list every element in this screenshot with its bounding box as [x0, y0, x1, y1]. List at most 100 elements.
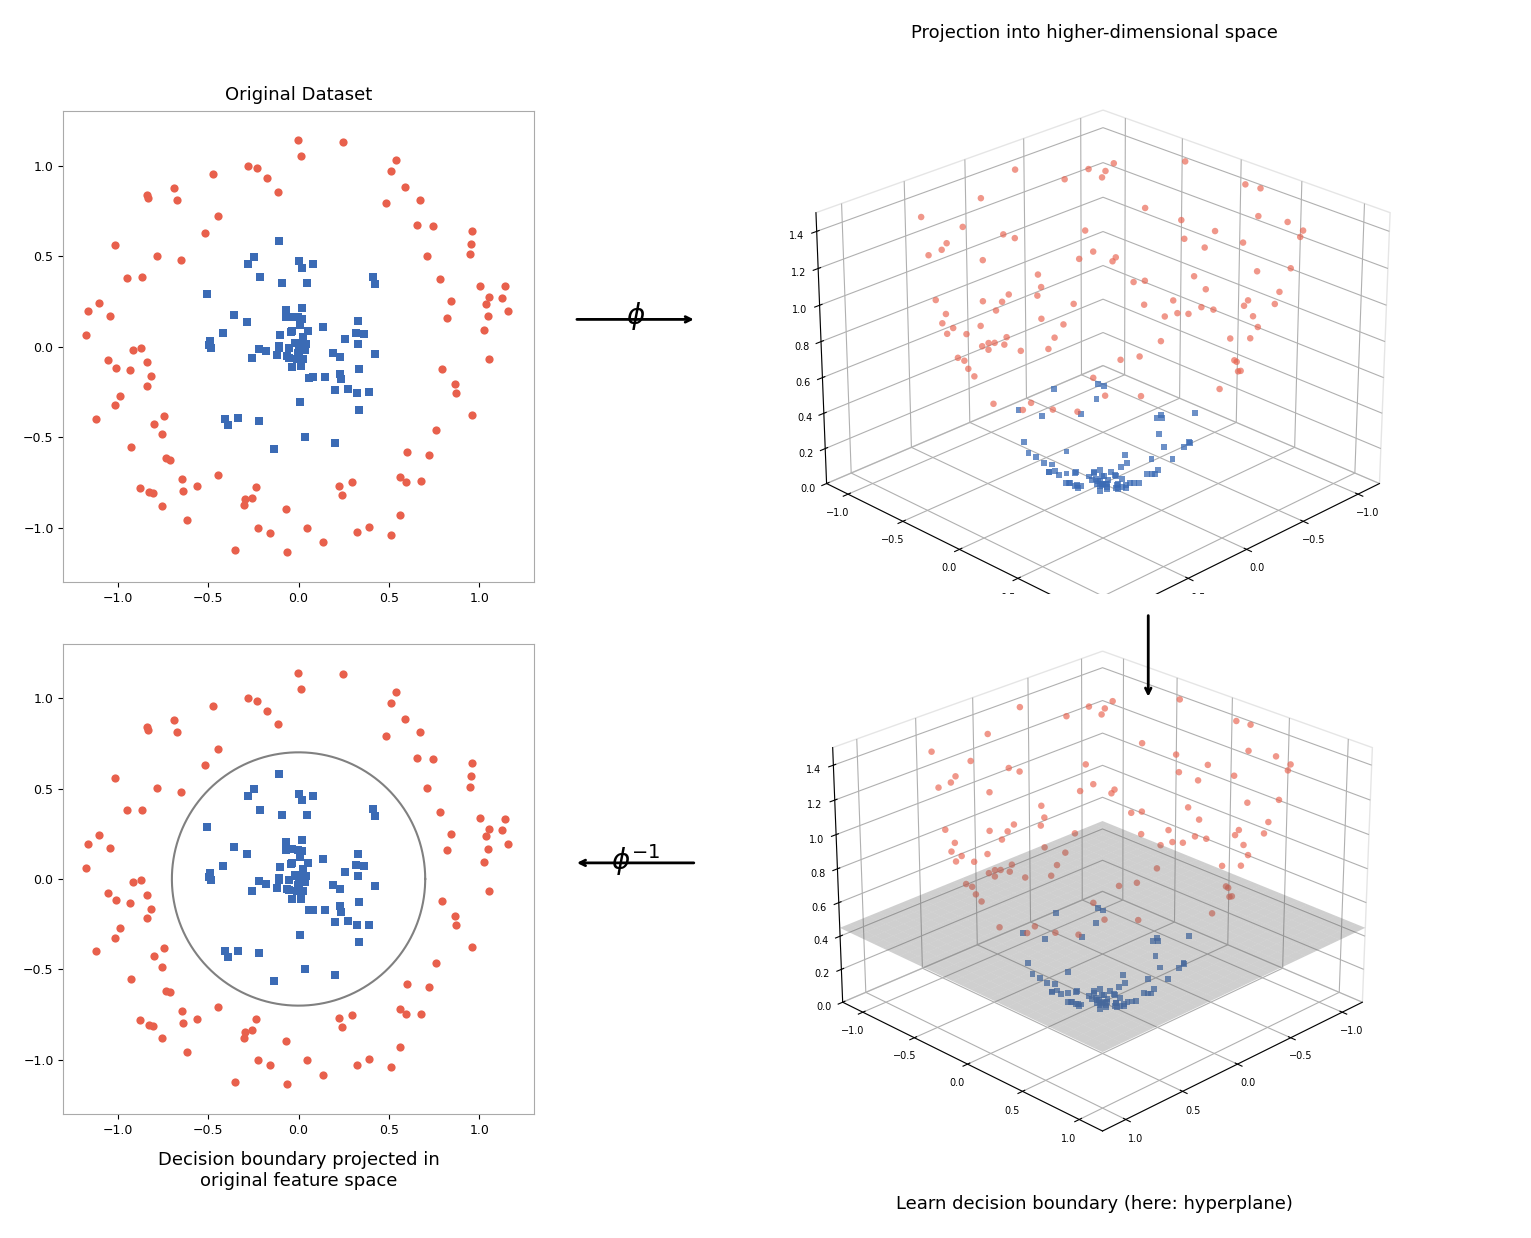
Point: [155, 448, 179, 468]
Point: [285, 875, 309, 895]
Point: [378, 693, 403, 713]
Point: [266, 335, 291, 355]
Point: [467, 276, 491, 296]
Point: [291, 327, 315, 347]
Point: [225, 941, 250, 961]
Point: [193, 755, 217, 775]
Point: [424, 420, 449, 439]
Point: [348, 891, 372, 911]
Point: [265, 878, 289, 898]
Point: [459, 937, 484, 957]
Point: [332, 329, 357, 349]
Point: [421, 217, 446, 236]
Point: [222, 837, 246, 857]
Point: [395, 974, 419, 994]
Point: [201, 696, 225, 716]
Point: [145, 245, 170, 265]
Point: [236, 688, 260, 708]
Point: [459, 220, 484, 240]
Point: [286, 337, 311, 357]
Point: [205, 997, 230, 1016]
Point: [224, 540, 248, 560]
Point: [245, 1050, 269, 1070]
Point: [197, 863, 222, 883]
Point: [286, 869, 311, 889]
Point: [467, 808, 491, 828]
Point: [129, 478, 153, 498]
Point: [231, 495, 256, 515]
Point: [280, 889, 305, 909]
Point: [285, 343, 309, 363]
Point: [393, 1004, 418, 1024]
Point: [387, 999, 412, 1019]
Point: [277, 880, 302, 900]
Point: [378, 161, 403, 181]
Point: [352, 323, 377, 343]
Point: [152, 938, 176, 958]
Point: [329, 369, 354, 389]
Point: [323, 380, 348, 400]
Point: [262, 439, 286, 459]
Point: [236, 312, 260, 332]
Point: [344, 1055, 369, 1075]
Point: [295, 517, 320, 537]
Point: [211, 855, 236, 875]
Point: [458, 777, 482, 797]
Point: [158, 983, 182, 1003]
Point: [248, 267, 273, 287]
Point: [346, 312, 371, 332]
Point: [335, 379, 360, 399]
Point: [357, 517, 381, 537]
Point: [280, 357, 305, 376]
Point: [378, 525, 403, 545]
Point: [475, 826, 499, 846]
Point: [459, 234, 484, 254]
Point: [328, 896, 352, 916]
Point: [302, 786, 326, 806]
Point: [170, 1014, 194, 1034]
Point: [236, 156, 260, 176]
Point: [387, 1037, 412, 1057]
Point: [207, 739, 231, 759]
Point: [286, 839, 311, 859]
Point: [135, 184, 159, 204]
Point: [136, 721, 161, 740]
Point: [236, 844, 260, 864]
Point: [266, 868, 291, 888]
Point: [387, 467, 412, 487]
Point: [170, 1002, 194, 1021]
Point: [279, 854, 303, 874]
Point: [170, 482, 194, 501]
Point: [288, 316, 312, 335]
Text: Learn decision boundary (here: hyperplane): Learn decision boundary (here: hyperplan…: [896, 1195, 1294, 1213]
Point: [442, 906, 467, 926]
Point: [236, 254, 260, 274]
Point: [161, 711, 185, 730]
Point: [75, 833, 100, 853]
Point: [472, 319, 496, 339]
Point: [476, 881, 501, 901]
Point: [254, 342, 279, 361]
Point: [363, 806, 387, 826]
Point: [328, 364, 352, 384]
Point: [213, 409, 237, 428]
Point: [344, 383, 369, 402]
Point: [442, 374, 467, 394]
Point: [289, 357, 314, 376]
Point: [135, 909, 159, 928]
Point: [129, 800, 153, 820]
Point: [404, 215, 429, 235]
Point: [119, 437, 144, 457]
Point: [291, 310, 315, 329]
Point: [300, 900, 325, 920]
Point: [346, 334, 371, 354]
Point: [374, 193, 398, 213]
Point: [142, 946, 167, 966]
Point: [289, 678, 314, 698]
Point: [361, 800, 386, 820]
Point: [285, 865, 309, 885]
Point: [150, 957, 175, 977]
Point: [289, 831, 314, 851]
Point: [121, 873, 145, 893]
Point: [98, 306, 122, 326]
